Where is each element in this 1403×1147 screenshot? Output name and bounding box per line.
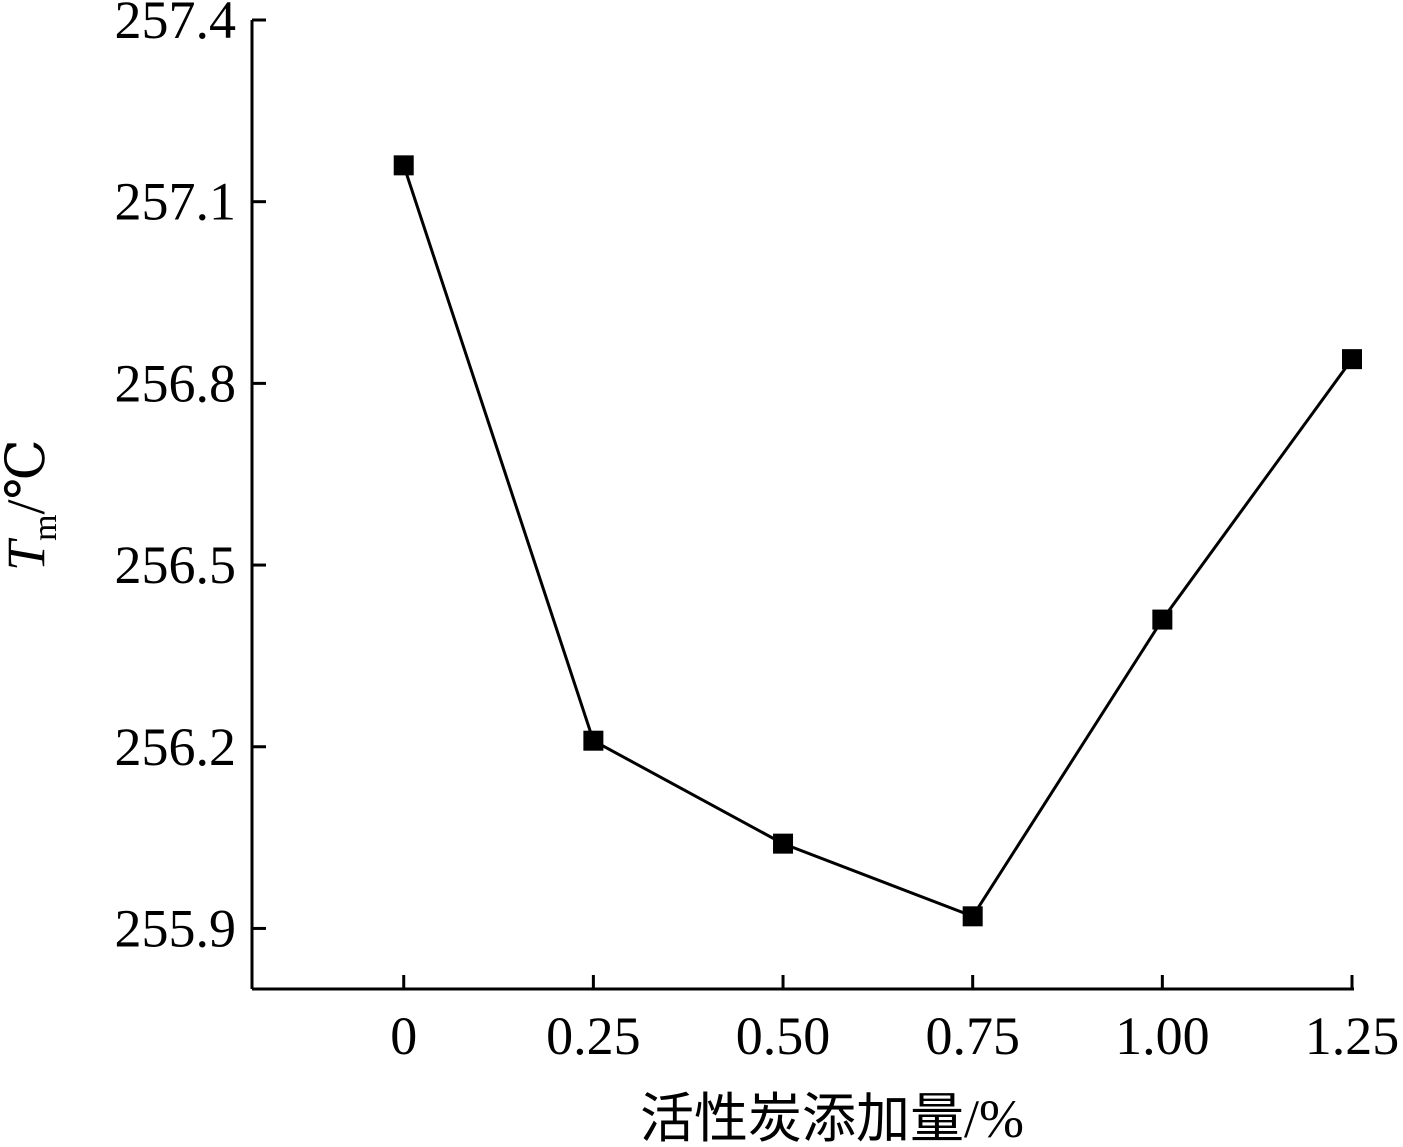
- data-point-marker: [393, 155, 414, 176]
- x-tick-label: 0: [390, 1006, 417, 1066]
- data-point-marker: [773, 833, 794, 854]
- x-tick-label: 0.25: [546, 1006, 641, 1066]
- series-line: [402, 164, 1354, 919]
- x-tick-label: 1.25: [1305, 1006, 1400, 1066]
- x-tick-label: 0.75: [925, 1006, 1020, 1066]
- chart-axes: [250, 20, 1354, 991]
- y-axis-ticks: 255.9 256.2 256.5 256.8 257.1 257.4: [115, 0, 266, 958]
- x-tick-label: 0.50: [736, 1006, 831, 1066]
- y-tick-label: 257.4: [115, 0, 237, 50]
- x-axis-ticks: 0 0.25 0.50 0.75 1.00 1.25: [390, 975, 1399, 1066]
- x-axis-title: 活性炭添加量/%: [640, 1089, 1024, 1147]
- y-tick-label: 256.8: [115, 353, 237, 413]
- data-point-marker: [1342, 349, 1362, 370]
- y-axis-title: Tm/℃: [0, 439, 64, 571]
- y-axis-subscript: m: [27, 514, 64, 540]
- y-tick-label: 256.2: [115, 717, 237, 777]
- y-tick-label: 257.1: [115, 172, 237, 232]
- x-tick-label: 1.00: [1115, 1006, 1210, 1066]
- y-axis-symbol: T: [0, 537, 56, 571]
- data-point-marker: [962, 906, 983, 927]
- series-group: [393, 155, 1362, 927]
- y-tick-label: 255.9: [115, 898, 237, 958]
- data-point-marker: [583, 730, 604, 751]
- y-axis-unit: /℃: [0, 439, 56, 514]
- y-tick-label: 256.5: [115, 535, 237, 595]
- data-point-marker: [1152, 609, 1173, 630]
